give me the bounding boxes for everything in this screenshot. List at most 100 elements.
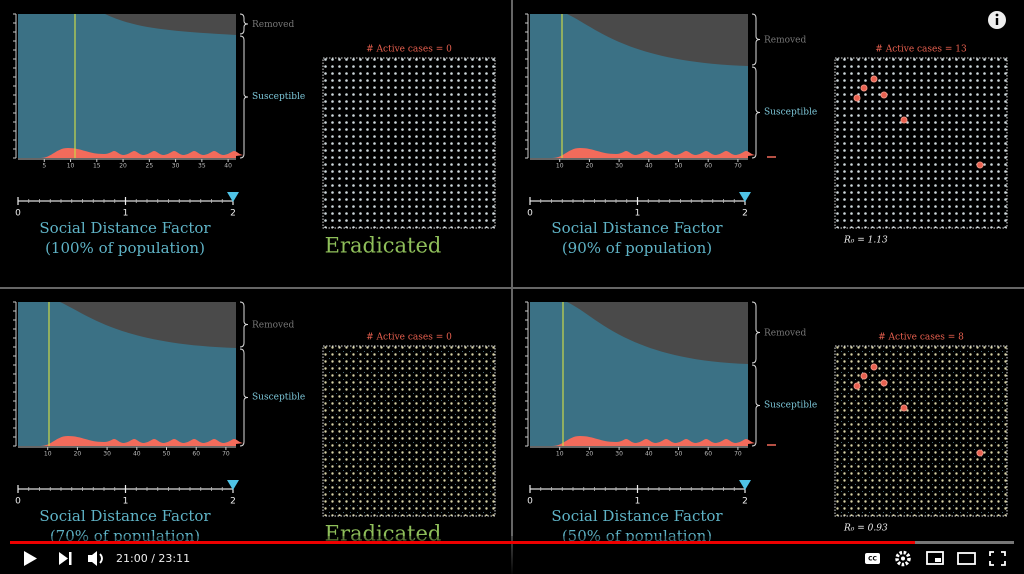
volume-button[interactable] bbox=[88, 551, 103, 566]
x-tick-label: 10 bbox=[556, 163, 564, 170]
play-button[interactable] bbox=[24, 551, 37, 566]
x-tick-label: 10 bbox=[556, 451, 564, 458]
removed-label: Removed bbox=[764, 36, 806, 46]
infected-dot bbox=[880, 379, 888, 387]
x-tick-label: 50 bbox=[163, 451, 171, 458]
active-cases: # Active cases = 0 bbox=[366, 333, 452, 343]
x-tick-label: 20 bbox=[586, 163, 594, 170]
r0-label: R₀ = 1.13 bbox=[843, 236, 888, 246]
susceptible-brace bbox=[239, 348, 249, 447]
slider-handle bbox=[227, 192, 239, 202]
susceptible-brace bbox=[751, 66, 761, 159]
x-tick-label: 30 bbox=[103, 451, 111, 458]
x-tick-label: 40 bbox=[133, 451, 141, 458]
infected-dot bbox=[976, 449, 984, 457]
svg-text:CC: CC bbox=[868, 556, 877, 563]
x-tick-label: 40 bbox=[645, 163, 653, 170]
infected-area bbox=[40, 148, 244, 158]
simulation-panel: 10 20 30 40 50 60 70 Removed Susceptible 0 1 2 Socia… bbox=[525, 301, 1008, 545]
slider-tick-label: 0 bbox=[527, 209, 533, 219]
slider-tick-label: 0 bbox=[15, 497, 21, 507]
x-tick-label: 60 bbox=[192, 451, 200, 458]
simulation-box bbox=[322, 345, 496, 517]
slider-tick-label: 0 bbox=[527, 497, 533, 507]
x-tick-label: 15 bbox=[93, 163, 101, 170]
simulation-panel: 10 20 30 40 50 60 70 Removed Susceptible 0 1 2 Socia… bbox=[525, 13, 1008, 257]
removed-brace bbox=[239, 301, 249, 348]
infected-area bbox=[40, 436, 244, 446]
slider-label: Social Distance Factor bbox=[551, 507, 723, 525]
susceptible-brace bbox=[239, 35, 249, 159]
infected-dot bbox=[853, 382, 861, 390]
simulation-panel: 10 20 30 40 50 60 70 Removed Susceptible 0 1 2 Socia… bbox=[13, 301, 496, 546]
status-label: Eradicated bbox=[325, 234, 442, 258]
slider-label: Social Distance Factor bbox=[551, 219, 723, 237]
x-tick-label: 50 bbox=[675, 451, 683, 458]
progress-played bbox=[10, 541, 915, 544]
x-tick-label: 25 bbox=[146, 163, 154, 170]
x-tick-label: 30 bbox=[172, 163, 180, 170]
slider-handle bbox=[739, 192, 751, 202]
x-tick-label: 40 bbox=[224, 163, 232, 170]
infected-dot bbox=[880, 91, 888, 99]
active-cases: # Active cases = 13 bbox=[875, 45, 967, 55]
slider-tick-label: 0 bbox=[15, 209, 21, 219]
slider-tick-label: 1 bbox=[635, 209, 641, 219]
removed-area bbox=[60, 302, 236, 348]
susceptible-label: Susceptible bbox=[252, 92, 305, 102]
r0-label: R₀ = 0.93 bbox=[843, 524, 888, 534]
slider-label: Social Distance Factor bbox=[39, 507, 211, 525]
infected-dot bbox=[853, 94, 861, 102]
slider-tick-label: 2 bbox=[742, 209, 748, 219]
control-bar: 21:00 / 23:11 CC bbox=[0, 536, 1024, 574]
removed-label: Removed bbox=[252, 321, 294, 331]
x-tick-label: 30 bbox=[615, 451, 623, 458]
susceptible-label: Susceptible bbox=[252, 393, 305, 403]
population-label: (100% of population) bbox=[45, 239, 205, 257]
active-cases: # Active cases = 8 bbox=[878, 333, 964, 343]
susceptible-brace bbox=[751, 364, 761, 447]
theater-button[interactable] bbox=[957, 552, 976, 565]
slider-tick-label: 2 bbox=[742, 497, 748, 507]
susceptible-label: Susceptible bbox=[764, 108, 817, 118]
settings-button[interactable] bbox=[895, 550, 911, 567]
info-button[interactable] bbox=[988, 11, 1006, 29]
removed-brace bbox=[751, 301, 761, 364]
x-tick-label: 20 bbox=[586, 451, 594, 458]
population-label: (90% of population) bbox=[562, 239, 712, 257]
removed-area bbox=[105, 14, 236, 35]
slider-tick-label: 2 bbox=[230, 209, 236, 219]
infected-area bbox=[552, 148, 756, 158]
x-tick-label: 5 bbox=[42, 163, 46, 170]
removed-brace bbox=[239, 13, 249, 35]
captions-button[interactable]: CC bbox=[865, 553, 880, 564]
slider-label: Social Distance Factor bbox=[39, 219, 211, 237]
x-tick-label: 10 bbox=[44, 451, 52, 458]
x-tick-label: 70 bbox=[222, 451, 230, 458]
simulation-box bbox=[322, 57, 496, 229]
infected-dot bbox=[900, 116, 908, 124]
slider-tick-label: 1 bbox=[123, 209, 129, 219]
slider-tick-label: 1 bbox=[635, 497, 641, 507]
x-tick-label: 40 bbox=[645, 451, 653, 458]
slider-handle bbox=[739, 480, 751, 490]
infected-area bbox=[552, 436, 756, 446]
active-cases: # Active cases = 0 bbox=[366, 45, 452, 55]
removed-area bbox=[567, 302, 748, 364]
x-tick-label: 20 bbox=[74, 451, 82, 458]
removed-label: Removed bbox=[764, 329, 806, 339]
susceptible-label: Susceptible bbox=[764, 401, 817, 411]
infected-dot bbox=[976, 161, 984, 169]
miniplayer-button[interactable] bbox=[926, 551, 944, 565]
slider-handle bbox=[227, 480, 239, 490]
infected-dot bbox=[860, 84, 868, 92]
x-tick-label: 10 bbox=[67, 163, 75, 170]
fullscreen-button[interactable] bbox=[989, 551, 1006, 566]
next-button[interactable] bbox=[59, 552, 72, 565]
simulation-box bbox=[834, 345, 1008, 517]
infected-dot bbox=[900, 404, 908, 412]
infected-dot bbox=[860, 372, 868, 380]
removed-area bbox=[567, 14, 748, 66]
